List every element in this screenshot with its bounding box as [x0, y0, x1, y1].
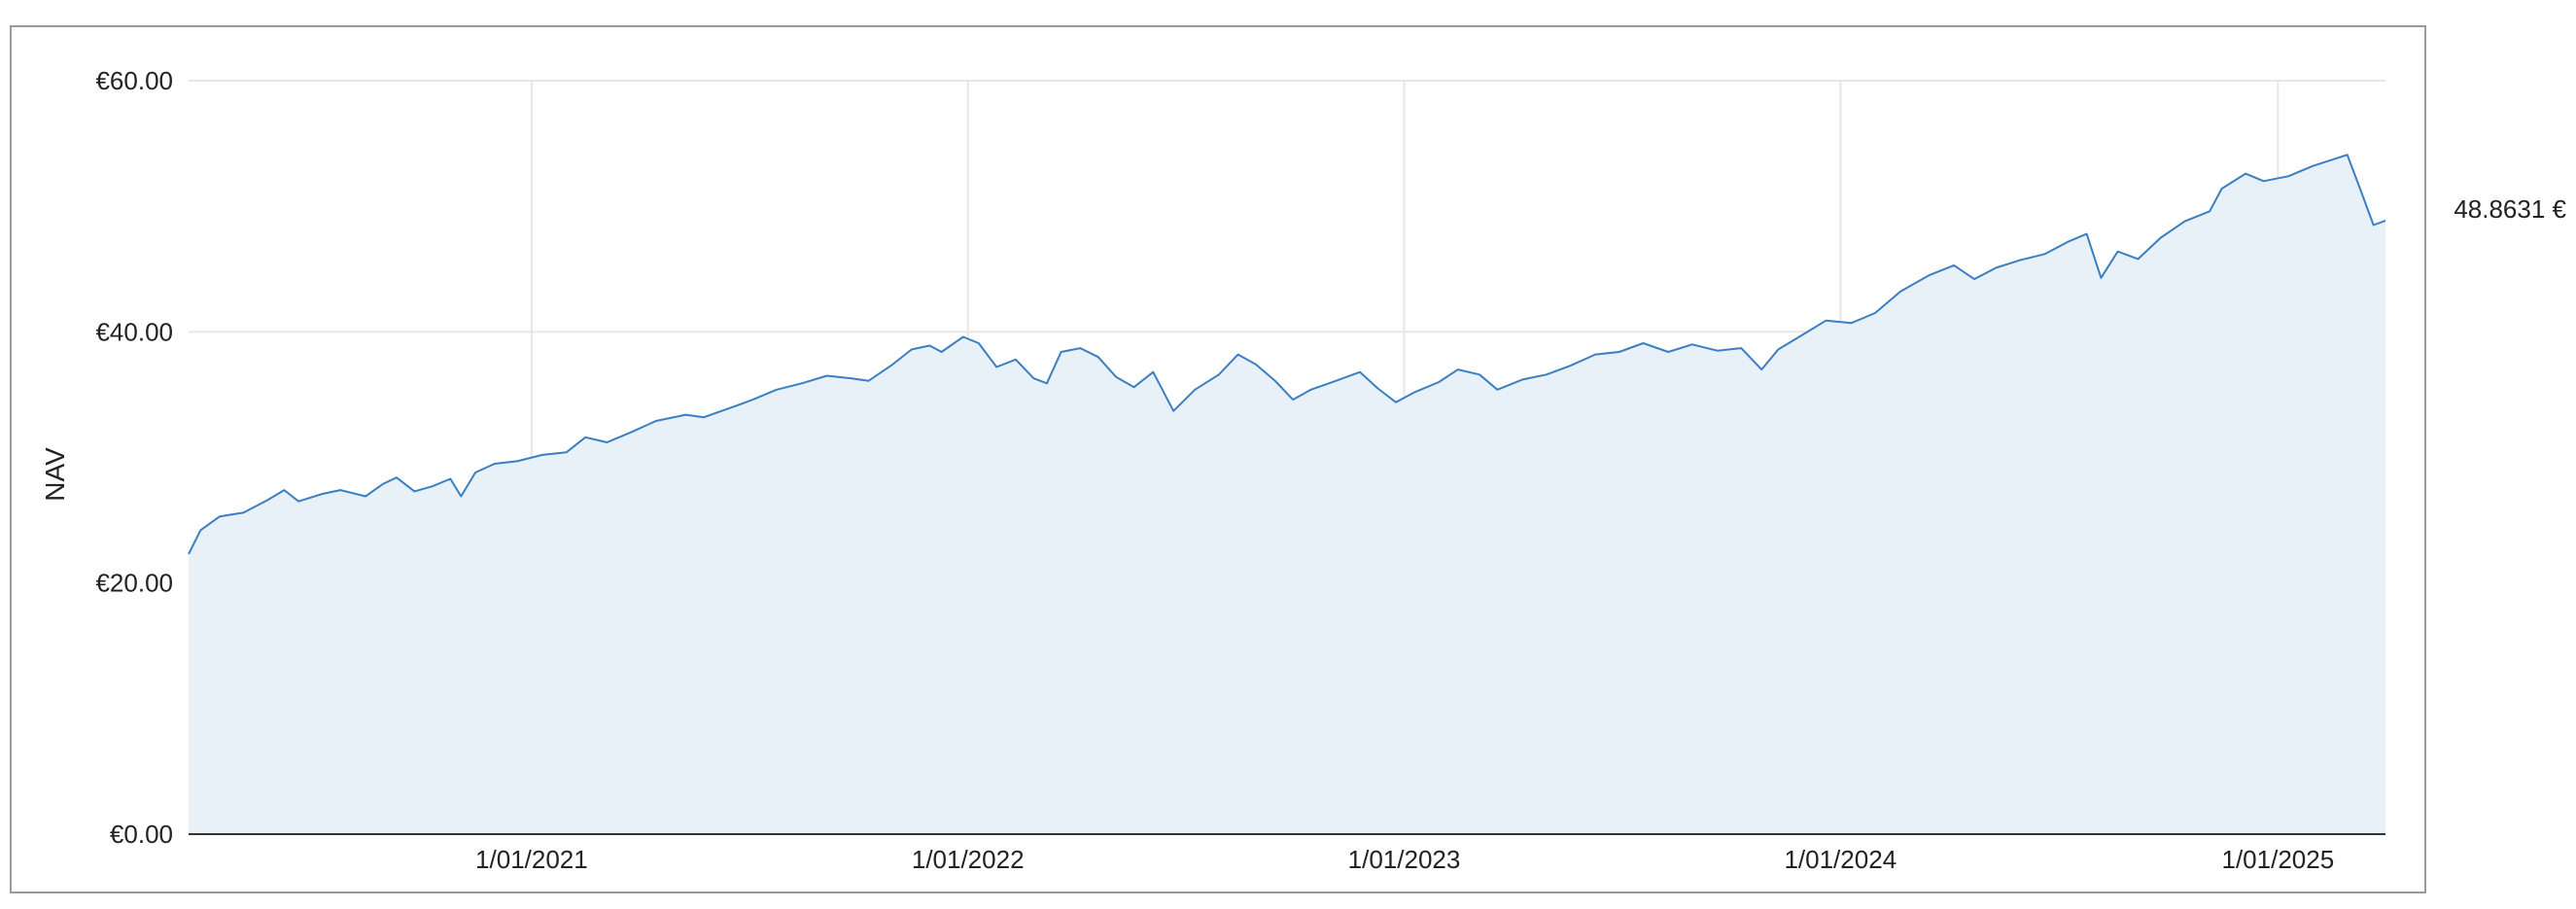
x-tick-label: 1/01/2023 — [1348, 845, 1461, 874]
series-area-fill — [189, 155, 2385, 834]
y-tick-label: €0.00 — [110, 820, 173, 849]
series-line — [188, 154, 2386, 555]
area-layer — [188, 154, 2386, 834]
x-tick-label: 1/01/2021 — [475, 845, 588, 874]
tick-labels: €0.00 €20.00 €40.00 €60.00 1/01/2021 1/01/202… — [95, 66, 2334, 874]
end-value-label: 48.8631 € — [2454, 194, 2566, 224]
y-tick-label: €60.00 — [95, 66, 173, 95]
y-tick-label: €20.00 — [95, 569, 173, 598]
x-tick-label: 1/01/2024 — [1784, 845, 1897, 874]
end-value-area: 48.8631 € — [2454, 194, 2566, 224]
x-tick-label: 1/01/2022 — [912, 845, 1025, 874]
x-tick-label: 1/01/2025 — [2222, 845, 2335, 874]
chart-frame: €0.00 €20.00 €40.00 €60.00 1/01/2021 1/01/202… — [10, 25, 2426, 893]
nav-chart: €0.00 €20.00 €40.00 €60.00 1/01/2021 1/01/202… — [40, 66, 2386, 874]
y-tick-label: €40.00 — [95, 317, 173, 346]
y-axis-label: NAV — [40, 447, 70, 502]
